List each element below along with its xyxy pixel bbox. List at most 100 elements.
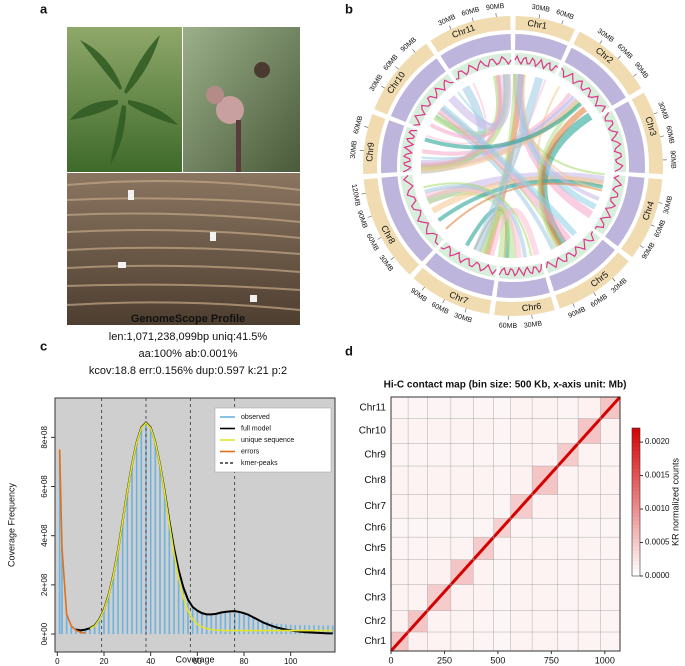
colorbar-step (632, 450, 640, 455)
heatmap-cell (450, 518, 474, 538)
gc-line (402, 174, 439, 246)
circos-tick-label: 30MB (350, 140, 359, 159)
histogram-bar (238, 611, 241, 635)
chromosome-band (620, 178, 663, 258)
circos-tick-label: 60MB (461, 6, 481, 18)
heatmap-cell (408, 494, 428, 519)
colorbar-step (632, 439, 640, 444)
colorbar-step (632, 472, 640, 477)
histogram-bar (322, 625, 325, 635)
heatmap-cell (408, 466, 428, 495)
chromosome-band (515, 16, 575, 43)
circos-tick-label: 60MB (353, 115, 365, 135)
heatmap-cell (557, 559, 579, 585)
colorbar-step (632, 498, 640, 503)
heatmap-cell (493, 466, 511, 495)
x-tick-label: 250 (437, 655, 452, 665)
gc-track (601, 110, 626, 173)
heatmap-cell (493, 443, 511, 467)
heatmap-cell (557, 584, 579, 611)
circos-tick (561, 20, 564, 25)
chromosome-label: Chr9 (364, 142, 376, 162)
plant-photo (67, 27, 182, 172)
heatmap-cell (473, 418, 494, 444)
gc-line (545, 231, 595, 269)
colorbar-step (632, 442, 640, 447)
chord (538, 106, 587, 247)
heatmap-cell (473, 397, 494, 419)
heatmap-cell (427, 443, 451, 467)
panel-label: a (40, 1, 48, 16)
circos-tick (377, 237, 382, 240)
heatmap-cell (450, 537, 474, 560)
histogram-bar (140, 427, 143, 635)
circos-tick-label: 60MB (555, 9, 575, 22)
gc-line (455, 55, 512, 80)
heatmap-cell (391, 584, 409, 611)
heatmap-cell (408, 397, 428, 419)
colorbar-step (632, 535, 640, 540)
x-tick-label: 20 (100, 657, 109, 666)
colorbar-step (632, 487, 640, 492)
histogram-bar (294, 624, 297, 635)
histogram-bar (313, 625, 315, 635)
photo-panel (66, 27, 301, 325)
histogram-bar (257, 618, 259, 635)
colorbar-step (632, 453, 640, 459)
histogram-bar (61, 547, 63, 635)
y-tick-label: Chr4 (364, 567, 386, 578)
histogram-bar (58, 449, 61, 635)
colorbar-tick-label: 0.0010 (645, 504, 670, 513)
colorbar-step (632, 550, 640, 555)
circos-tick-label: 90MB (486, 3, 505, 12)
circos-tick-label: 60MB (430, 301, 450, 316)
chart-subtitle: len:1,071,238,099bp uniq:41.5% (109, 331, 268, 343)
heatmap-cell (510, 610, 533, 633)
circos-tick (599, 40, 603, 44)
colorbar-step (632, 457, 640, 462)
heatmap-cell (510, 397, 533, 419)
histogram-bar (84, 629, 87, 635)
y-tick-label: Chr7 (364, 501, 386, 512)
histogram-bar (103, 609, 105, 635)
plot-frame (390, 396, 621, 652)
heatmap-cell (473, 559, 494, 585)
histogram-bar (308, 625, 311, 635)
circos-tick-label: 90MB (400, 36, 419, 53)
histogram-bar (252, 616, 255, 635)
circos-tick-label: 90MB (355, 210, 368, 230)
heatmap-cell (532, 610, 558, 633)
colorbar-step (632, 513, 640, 518)
chord (420, 98, 581, 174)
x-tick-label: 1000 (595, 655, 615, 665)
heatmap-cell (510, 466, 533, 495)
heatmap-cell (450, 466, 474, 495)
circos-tick-label: 30MB (656, 101, 669, 121)
heatmap-cell (427, 559, 451, 585)
heatmap-cell (493, 397, 511, 419)
circos-tick (653, 112, 658, 115)
circos-tick (471, 17, 474, 22)
histogram-bar (191, 607, 194, 635)
histogram-bar (303, 625, 306, 635)
panel-label: d (345, 343, 353, 358)
colorbar-step (632, 531, 640, 536)
y-tick-label: Chr2 (364, 616, 386, 627)
chart-subtitle: aa:100% ab:0.001% (138, 348, 237, 360)
histogram-bar (65, 614, 68, 635)
histogram-bar (154, 442, 157, 635)
histogram-bar (93, 625, 96, 635)
histogram-bar (205, 614, 208, 635)
chord (424, 102, 583, 150)
heatmap-cell (473, 466, 494, 495)
density-track (381, 176, 434, 262)
histogram-bar (126, 491, 129, 635)
panel-label: b (345, 1, 353, 16)
histogram-bar (187, 599, 189, 635)
heatmap-cell (408, 518, 428, 538)
heatmap-cell (391, 466, 409, 495)
density-track (564, 47, 626, 106)
circos-tick-label: 90MB (409, 287, 428, 304)
colorbar-step (632, 572, 640, 577)
